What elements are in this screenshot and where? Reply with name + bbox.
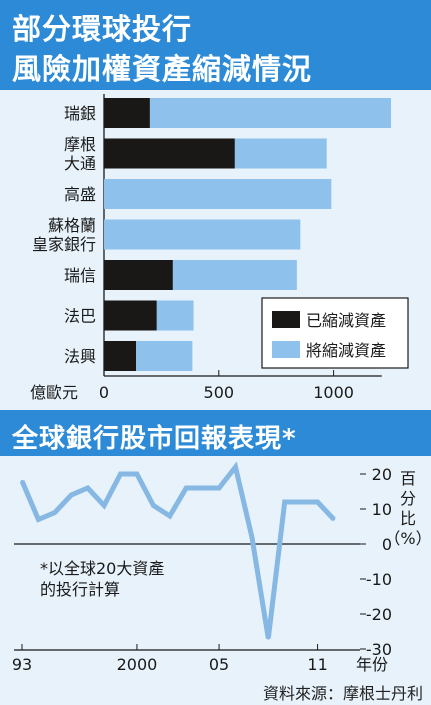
- chart1-header: 部分環球投行 風險加權資產縮減情況: [0, 0, 431, 90]
- line-point: [332, 518, 336, 521]
- line-x-axis-label: 年份: [356, 655, 388, 674]
- line-y-axis-label: 比: [400, 509, 416, 528]
- line-annotation: 的投行計算: [40, 580, 120, 599]
- line-point: [119, 472, 122, 476]
- line-y-tick-label: -20: [366, 605, 392, 624]
- bar-category-label: 摩根: [64, 135, 96, 154]
- bar-to-reduce: [234, 138, 327, 169]
- bar-to-reduce: [156, 300, 194, 331]
- line-x-tick-label: 05: [209, 655, 229, 674]
- line-y-tick-label: -30: [366, 640, 392, 659]
- line-point: [152, 504, 155, 507]
- line-x-tick-label: 93: [12, 655, 32, 674]
- line-point: [20, 479, 24, 483]
- chart2-title: 全球銀行股市回報表現*: [12, 424, 297, 454]
- bar-category-label: 法興: [64, 347, 96, 366]
- line-point: [37, 518, 40, 521]
- bar-x-axis-label: 億歐元: [30, 383, 78, 402]
- line-point: [53, 511, 57, 514]
- line-y-tick-label: 0: [382, 535, 392, 554]
- bar-to-reduce: [149, 98, 391, 128]
- bar-to-reduce: [172, 260, 297, 290]
- legend-swatch: [272, 341, 300, 358]
- line-x-tick-label: 11: [307, 655, 327, 674]
- line-point: [201, 486, 204, 490]
- bar-to-reduce: [104, 179, 332, 209]
- chart1-title-line2: 風險加權資產縮減情況: [12, 52, 313, 86]
- line-point: [283, 500, 286, 504]
- line-y-axis-label: 分: [400, 489, 416, 508]
- legend-label: 已縮減資產: [306, 311, 386, 330]
- line-y-tick-label: -10: [366, 570, 392, 589]
- line-point: [217, 486, 221, 490]
- bar-x-tick-label: 1000: [313, 383, 354, 402]
- line-point: [234, 465, 237, 469]
- bar-x-tick-label: 0: [99, 383, 109, 402]
- bar-reduced: [104, 138, 235, 169]
- bar-category-label: 高盛: [64, 185, 96, 204]
- line-point: [299, 500, 303, 504]
- line-point: [70, 493, 73, 497]
- line-y-axis-label: 百: [400, 469, 416, 488]
- legend-label: 將縮減資產: [306, 341, 386, 360]
- line-point: [168, 514, 171, 518]
- line-point: [250, 535, 254, 539]
- line-point: [86, 486, 89, 490]
- bar-category-label: 蘇格蘭: [48, 216, 96, 235]
- line-point: [267, 637, 270, 640]
- chart1-title-line1: 部分環球投行: [12, 12, 193, 46]
- line-y-axis-label: （%）: [384, 529, 431, 548]
- bar-category-label: 法巴: [64, 307, 96, 326]
- legend-swatch: [272, 311, 300, 328]
- line-point: [185, 486, 188, 490]
- bar-x-tick-label: 500: [204, 383, 235, 402]
- bar-category-label: 皇家銀行: [32, 235, 96, 254]
- chart2-header: 全球銀行股市回報表現*: [0, 410, 431, 456]
- bar-reduced: [104, 260, 173, 290]
- line-x-tick-label: 2000: [117, 655, 158, 674]
- line-y-tick-label: 20: [372, 465, 392, 484]
- bar-reduced: [104, 98, 150, 128]
- bar-to-reduce: [136, 341, 193, 371]
- line-series: [19, 461, 336, 639]
- source-note: 資料來源：摩根士丹利: [262, 684, 423, 703]
- bar-category-label: 大通: [64, 154, 96, 173]
- bar-reduced: [104, 341, 137, 371]
- bar-reduced: [104, 300, 157, 331]
- bar-category-label: 瑞信: [64, 266, 96, 285]
- line-point: [316, 500, 319, 504]
- line-point: [102, 504, 106, 507]
- bar-to-reduce: [104, 219, 301, 250]
- line-annotation: *以全球20大資產: [40, 559, 164, 578]
- line-y-tick-label: 10: [372, 500, 392, 519]
- line-point: [135, 472, 139, 476]
- bar-category-label: 瑞銀: [64, 104, 96, 123]
